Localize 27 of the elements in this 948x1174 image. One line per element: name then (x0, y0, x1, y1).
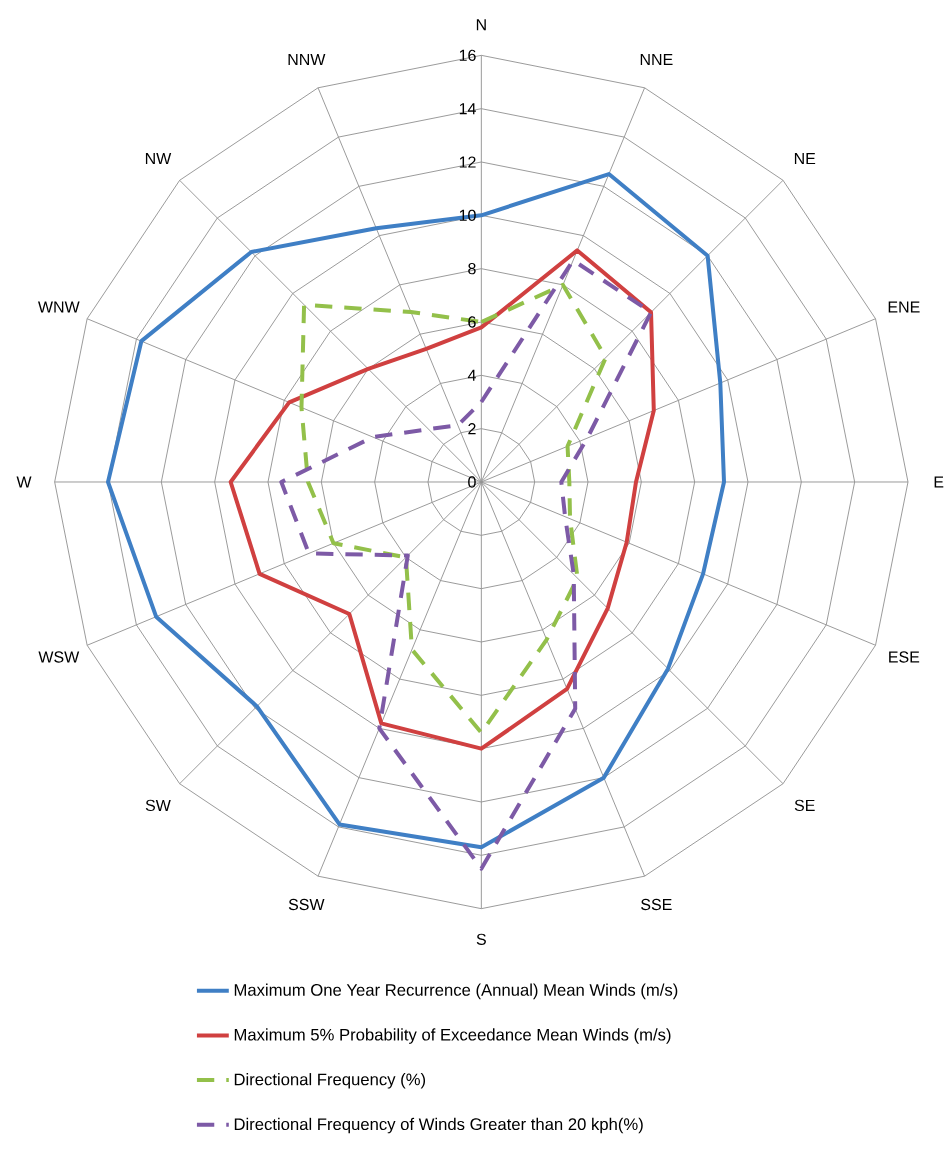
y-tick-label: 4 (467, 369, 476, 381)
legend-label: Directional Frequency of Winds Greater than 20 kph(%) (234, 1117, 643, 1134)
spoke-label: WSW (38, 651, 79, 663)
y-tick-label: 8 (467, 263, 476, 275)
spoke-label: NE (794, 153, 815, 165)
spoke-label: ESE (888, 651, 919, 663)
spoke-label: W (16, 476, 32, 488)
spoke-label: S (476, 933, 486, 945)
legend-label: Directional Frequency (%) (234, 1073, 425, 1089)
y-tick-label: 16 (459, 49, 476, 61)
spoke-label: SW (145, 799, 171, 812)
spoke-label: NNE (640, 53, 673, 65)
spoke-label: SSW (288, 898, 325, 911)
legend-label: Maximum 5% Probability of Exceedance Mean Winds (m/s) (234, 1028, 671, 1044)
spoke-label: NW (145, 153, 171, 165)
spoke-label: N (476, 19, 486, 31)
y-tick-label: 12 (459, 156, 476, 168)
spoke-label: ENE (888, 301, 920, 313)
y-tick-label: 2 (468, 423, 476, 435)
spoke-label: NNW (288, 53, 326, 65)
spoke-label: E (934, 476, 944, 488)
y-tick-label: 0 (467, 476, 476, 488)
spoke-label: WNW (37, 301, 80, 313)
y-tick-label: 14 (459, 103, 476, 115)
spoke-label: SE (794, 799, 815, 812)
legend-label: Maximum One Year Recurrence (Annual) Mean Winds (m/s) (234, 983, 678, 1000)
spoke-label: SSE (640, 898, 672, 911)
